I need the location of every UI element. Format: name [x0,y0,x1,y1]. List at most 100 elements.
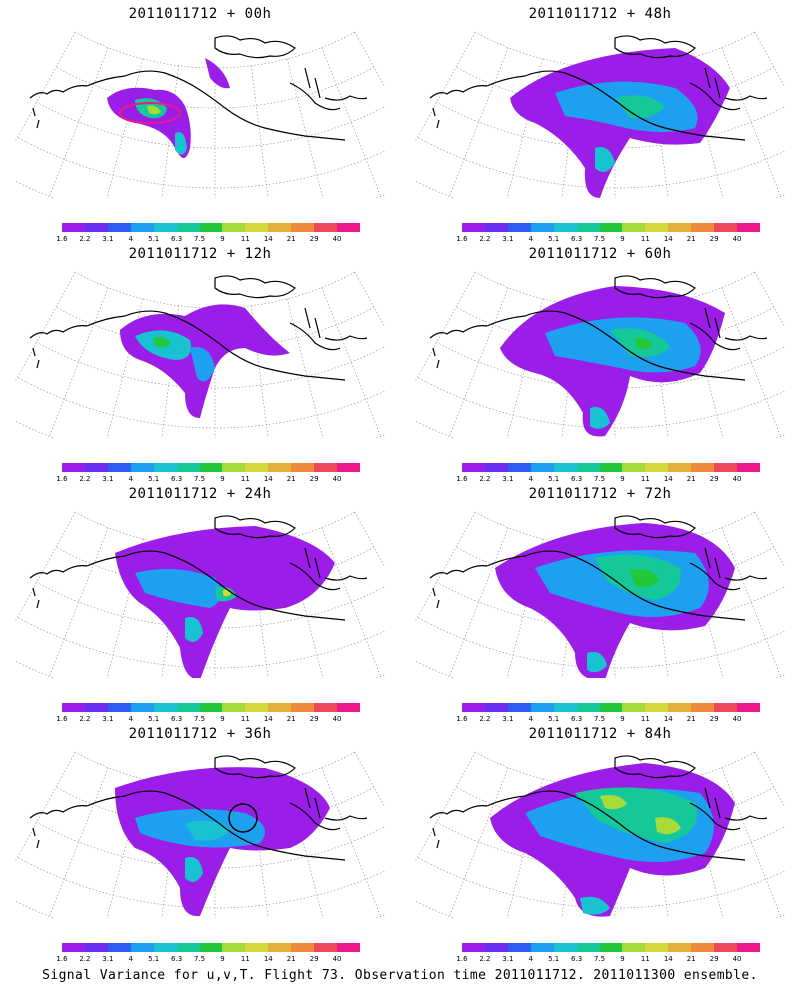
coastline [29,515,368,621]
meridian-line [49,767,109,917]
colorbar-segment [62,703,85,712]
colorbar-tick-label: 40 [332,475,342,483]
coastline [429,35,768,141]
colorbar-segment [622,463,646,472]
colorbar-tick-label: 1.6 [56,475,68,483]
meridian-line [15,271,76,383]
meridian-line [506,298,544,438]
colorbar-segment [268,223,292,232]
colorbar-segment [130,943,154,952]
colorbar-segment [222,463,246,472]
colorbar-tick-label: 5.1 [548,475,560,483]
colorbar-tick-label: 5.1 [148,235,160,243]
colorbar [462,223,760,232]
colorbar-tick-label: 40 [732,955,742,963]
meridian-line [286,538,324,678]
coastline-segment [724,95,768,101]
colorbar-tick-label: 21 [286,475,296,483]
colorbar-tick-label: 1.6 [456,475,468,483]
colorbar-tick-label: 29 [709,955,719,963]
colorbar-tick-label: 6.3 [171,235,183,243]
coastline-segment [32,587,40,609]
coastline-segment [614,35,696,59]
colorbar-segment [668,943,692,952]
colorbar-ticks: 1.6 2.2 3.1 4 5.1 6.3 7.5 9 11 14 21 29 40 [56,235,360,245]
colorbar-tick-label: 2.2 [79,715,91,723]
colorbar-tick-label: 6.3 [171,715,183,723]
colorbar-tick-label: 40 [732,715,742,723]
meridian-line [321,527,381,677]
colorbar-segment [130,463,154,472]
colorbar-segment [737,943,760,952]
colorbar-tick-label: 7.5 [193,715,206,723]
latitude-line [75,511,355,549]
colorbar-tick-label: 4 [528,955,533,963]
colorbar-segment [337,703,360,712]
meridian-line [15,511,76,623]
colorbar-tick-label: 21 [686,715,696,723]
meridian-line [686,778,724,918]
colorbar-tick-label: 4 [128,475,133,483]
forecast-panel-84h: 2011011712 + 84h 1.6 2.2 3.1 4 5.1 6.3 7.5 9 11 1… [400,720,800,963]
colorbar-tick-label: 4 [128,955,133,963]
colorbar-segment [691,943,715,952]
forecast-panel-12h: 2011011712 + 12h 1.6 2.2 3.1 4 5.1 6.3 7.5 9 11 1… [0,240,400,483]
colorbar-segment [153,943,177,952]
coastline-segment [486,310,746,381]
colorbar-segment [599,223,623,232]
colorbar-segment [245,943,269,952]
colorbar-tick-label: 7.5 [193,235,206,243]
variance-field [115,767,330,917]
colorbar-tick-label: 29 [309,475,319,483]
colorbar-segment [691,223,715,232]
meridian-line [721,47,781,197]
variance-map [15,271,385,438]
coastline-segment [614,515,696,539]
colorbar-tick-label: 40 [332,235,342,243]
meridian-line [161,305,179,438]
colorbar-segment [245,223,269,232]
coastline [29,755,368,861]
coastline [429,515,768,621]
colorbar-tick-label: 11 [640,235,650,243]
colorbar-segment [737,463,760,472]
colorbar-segment [645,703,669,712]
colorbar-segment [645,223,669,232]
coastline [429,755,768,861]
latitude-line [417,137,785,189]
colorbar-tick-label: 5.1 [148,475,160,483]
variance-map [415,271,785,438]
coastline-segment [689,67,741,111]
coastline-segment [724,335,768,341]
colorbar-ticks: 1.6 2.2 3.1 4 5.1 6.3 7.5 9 11 14 21 29 40 [56,955,360,965]
colorbar-segment [691,463,715,472]
variance-field [500,286,725,437]
colorbar-segment [737,703,760,712]
coastline-segment [86,310,346,381]
colorbar [462,463,760,472]
colorbar-tick-label: 7.5 [593,235,606,243]
coastline-segment [324,95,368,101]
colorbar-tick-label: 5.1 [148,715,160,723]
meridian-line [161,65,179,198]
colorbar-tick-label: 21 [286,955,296,963]
colorbar-segment [530,463,554,472]
colorbar-tick-label: 4 [128,715,133,723]
coastline-segment [29,85,88,99]
meridian-line [449,527,509,677]
colorbar-segment [62,943,85,952]
meridian-line [49,47,109,197]
colorbar-tick-label: 9 [620,235,625,243]
colorbar-segment [484,223,508,232]
coastline-segment [29,805,88,819]
colorbar-segment [553,703,577,712]
colorbar-ticks: 1.6 2.2 3.1 4 5.1 6.3 7.5 9 11 14 21 29 40 [56,715,360,725]
meridian-line [286,58,324,198]
colorbar-segment [176,943,200,952]
coastline-segment [214,755,296,779]
colorbar-tick-label: 9 [620,955,625,963]
coastline-segment [86,790,346,861]
colorbar-segment [622,223,646,232]
colorbar-tick-label: 1.6 [456,955,468,963]
colorbar-tick-label: 9 [620,715,625,723]
